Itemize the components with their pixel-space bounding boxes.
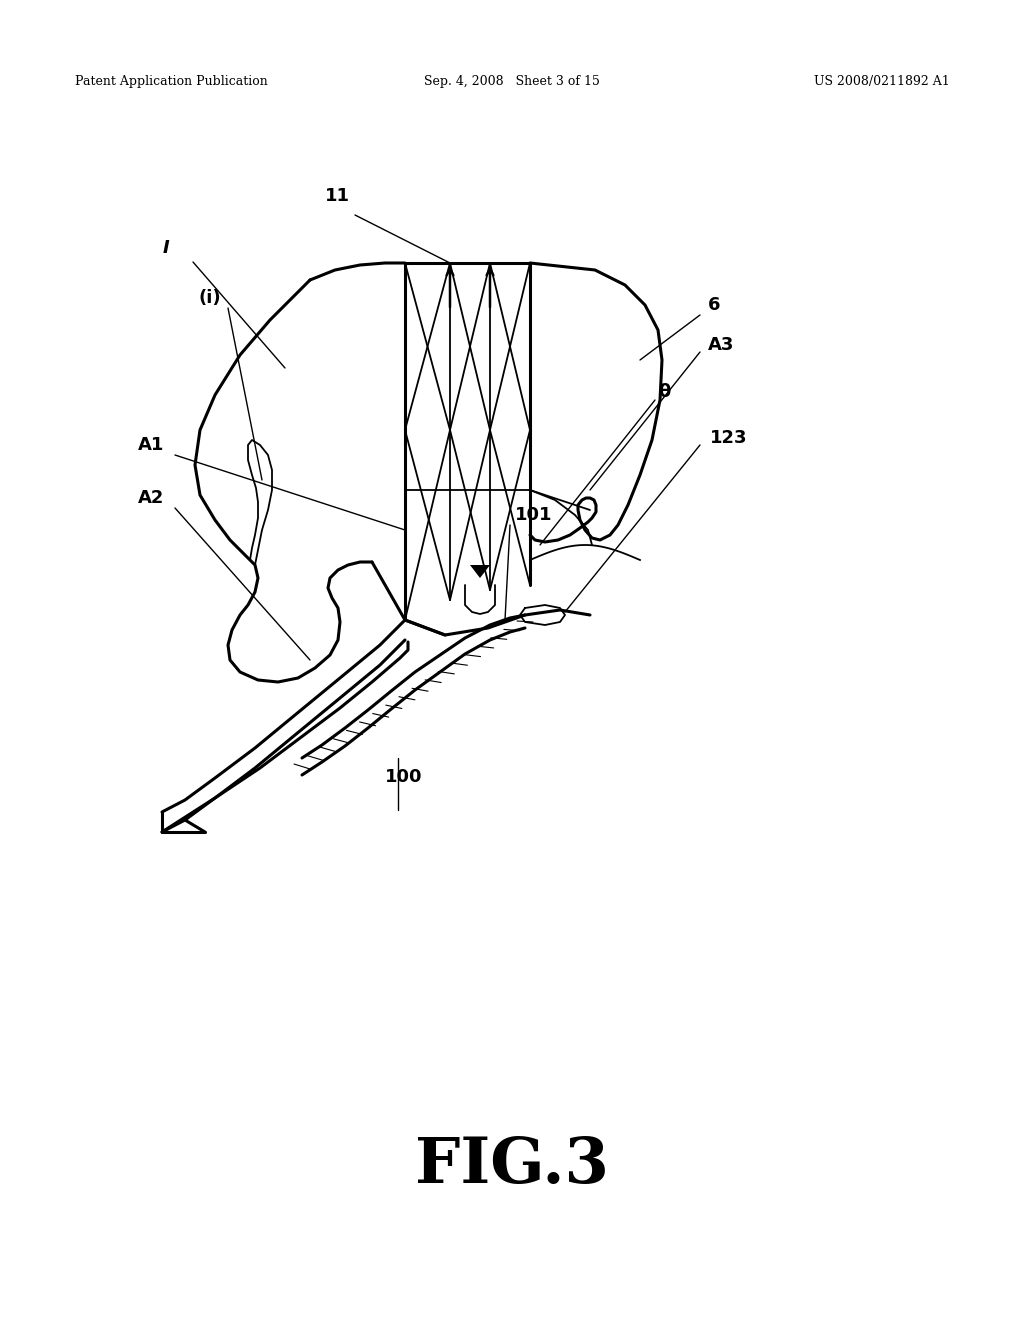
Text: A3: A3 xyxy=(708,337,734,354)
Text: FIG.3: FIG.3 xyxy=(415,1134,609,1196)
Text: A1: A1 xyxy=(138,436,165,454)
Text: (i): (i) xyxy=(198,289,220,308)
Text: 100: 100 xyxy=(385,768,423,785)
Text: Patent Application Publication: Patent Application Publication xyxy=(75,75,267,88)
Text: 6: 6 xyxy=(708,296,721,314)
Text: 11: 11 xyxy=(325,187,350,205)
Text: 101: 101 xyxy=(515,506,553,524)
Polygon shape xyxy=(470,565,490,578)
Text: A2: A2 xyxy=(138,488,165,507)
Text: US 2008/0211892 A1: US 2008/0211892 A1 xyxy=(814,75,950,88)
Text: θ: θ xyxy=(658,383,671,401)
Text: I: I xyxy=(163,239,170,257)
Text: Sep. 4, 2008   Sheet 3 of 15: Sep. 4, 2008 Sheet 3 of 15 xyxy=(424,75,600,88)
Text: 123: 123 xyxy=(710,429,748,447)
